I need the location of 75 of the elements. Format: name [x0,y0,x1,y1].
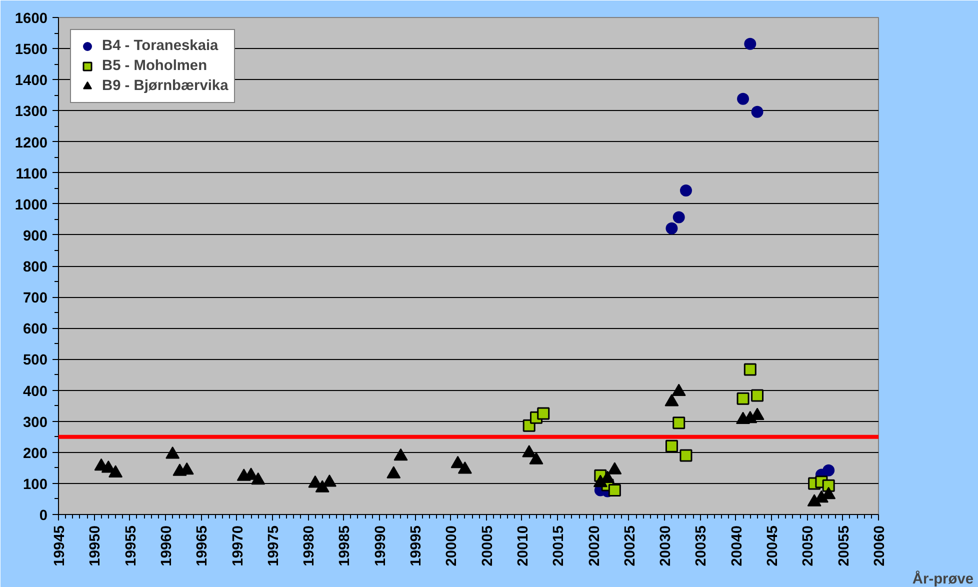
point [458,461,472,474]
x-tick-label: 20000 [444,525,460,566]
y-tick-label: 1200 [14,135,48,152]
legend-label: B9 - Bjørnbærvika [102,78,228,94]
x-tick-label: 19955 [123,525,140,566]
point [664,394,679,406]
point [744,38,756,50]
x-tick-label: 20005 [480,525,496,566]
y-tick-label: 700 [23,290,48,307]
point [737,92,750,105]
point [751,389,764,402]
y-tick-label: 1300 [14,104,48,120]
x-tick-label: 19945 [52,525,68,566]
point [666,222,678,234]
x-tick-label: 20010 [515,525,532,566]
y-tick-label: 400 [23,384,48,400]
point [672,416,686,430]
x-tick-label: 20015 [551,525,568,566]
point [680,184,692,197]
point [665,440,678,452]
point [394,448,408,461]
y-tick-label: 1400 [14,73,48,90]
point [751,106,764,118]
x-tick-label: 20045 [765,525,782,566]
y-tick-label: 1000 [14,197,48,214]
x-tick-label: 19990 [372,525,389,566]
point [529,452,544,464]
x-axis-title: År-prøve [912,570,974,587]
point [108,465,123,478]
x-tick-label: 19950 [88,525,104,566]
x-tick-label: 20055 [836,525,852,566]
y-tick-label: 300 [23,414,48,431]
point [672,384,686,396]
y-tick-label: 0 [39,508,48,524]
x-tick-label: 20030 [658,525,674,566]
legend-label: B4 - Toraneskaia [102,38,218,54]
point [522,444,536,458]
point [736,392,750,405]
point [251,472,266,485]
y-tick-label: 900 [23,228,48,244]
point [166,446,180,459]
point [680,449,692,462]
x-tick-label: 19970 [230,525,246,566]
point [822,464,835,476]
point [386,466,401,478]
x-tick-label: 20035 [694,525,710,566]
point [744,363,756,376]
legend-label: B5 - Moholmen [102,58,208,74]
y-tick-label: 800 [23,260,48,276]
point [537,407,550,420]
point [322,474,336,487]
x-tick-label: 20060 [872,525,888,566]
x-tick-label: 19960 [158,525,175,566]
x-tick-label: 19995 [408,525,425,566]
point [608,462,622,474]
y-tick-label: 500 [23,352,48,369]
x-tick-label: 20020 [586,525,603,566]
point [101,460,116,473]
point [315,480,330,492]
y-tick-label: 600 [23,322,48,338]
point [672,211,685,224]
x-tick-label: 20050 [800,525,817,566]
x-tick-label: 19985 [337,525,354,566]
y-tick-label: 1500 [14,42,48,58]
y-tick-label: 100 [23,476,48,493]
point [600,470,615,484]
y-tick-label: 1600 [14,11,48,27]
y-tick-label: 200 [23,446,48,462]
y-tick-label: 1100 [16,166,48,182]
x-tick-label: 20025 [622,525,638,566]
x-tick-label: 20040 [729,525,746,566]
x-tick-label: 19965 [194,525,211,566]
x-tick-label: 19975 [266,525,282,566]
x-tick-label: 19980 [302,525,318,566]
point [450,456,465,468]
